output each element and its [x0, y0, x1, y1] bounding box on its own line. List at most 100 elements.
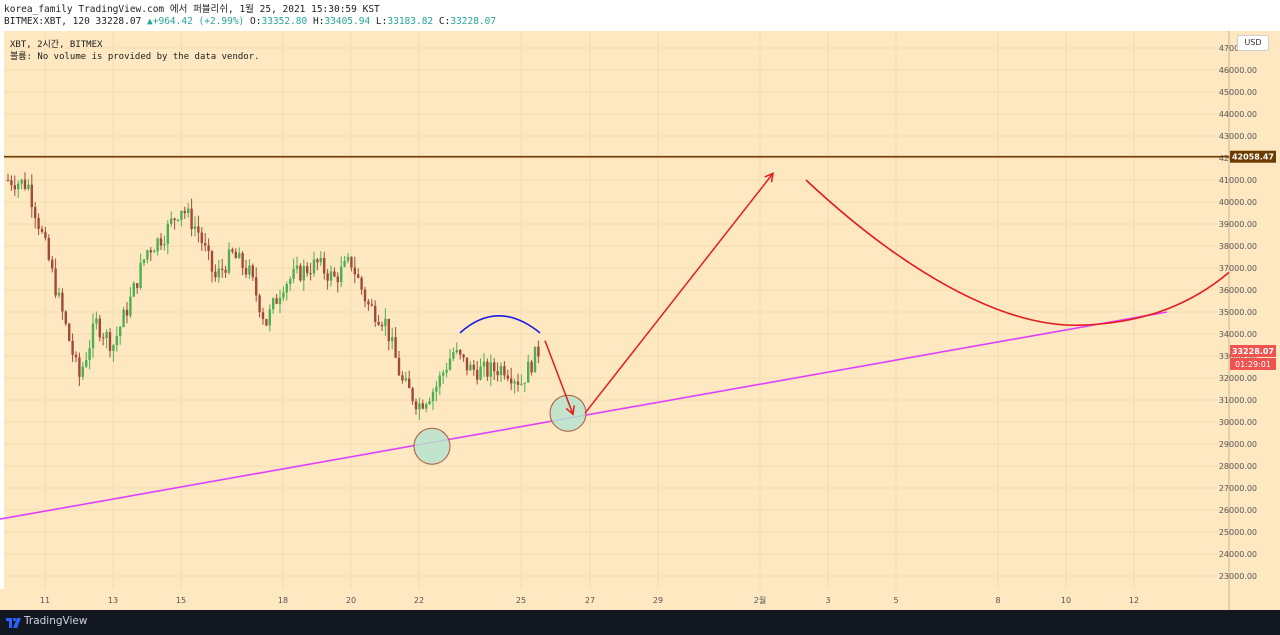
candle-body[interactable]	[68, 323, 71, 341]
candle-body[interactable]	[312, 259, 316, 274]
candle-body[interactable]	[159, 238, 163, 246]
candle-body[interactable]	[71, 340, 74, 355]
candle-body[interactable]	[81, 366, 84, 377]
candle-body[interactable]	[40, 228, 44, 232]
candle-body[interactable]	[170, 218, 173, 224]
candle-body[interactable]	[384, 318, 387, 327]
candle-body[interactable]	[10, 180, 13, 186]
candle-body[interactable]	[496, 371, 499, 376]
candle-body[interactable]	[421, 403, 424, 409]
highlight-circle[interactable]	[413, 427, 451, 465]
candle-body[interactable]	[91, 323, 95, 349]
candle-body[interactable]	[350, 256, 353, 268]
candle-body[interactable]	[17, 183, 20, 190]
candle-body[interactable]	[333, 271, 336, 277]
candle-body[interactable]	[459, 349, 462, 355]
candle-body[interactable]	[292, 268, 295, 279]
candle-body[interactable]	[306, 265, 309, 274]
candle-body[interactable]	[319, 257, 322, 263]
candle-body[interactable]	[455, 349, 458, 353]
candle-body[interactable]	[357, 274, 360, 278]
candle-body[interactable]	[163, 244, 166, 246]
candle-body[interactable]	[122, 309, 125, 327]
candle-body[interactable]	[374, 305, 377, 322]
candle-body[interactable]	[112, 345, 115, 351]
candle-body[interactable]	[469, 364, 472, 371]
candle-body[interactable]	[363, 289, 367, 302]
candle-body[interactable]	[197, 226, 200, 233]
candle-body[interactable]	[506, 375, 509, 379]
candle-body[interactable]	[176, 219, 180, 221]
candle-body[interactable]	[489, 362, 492, 377]
candle-body[interactable]	[435, 386, 438, 392]
candle-body[interactable]	[295, 265, 299, 269]
candle-body[interactable]	[299, 265, 302, 281]
candle-body[interactable]	[408, 378, 411, 389]
candle-body[interactable]	[238, 253, 241, 259]
candle-body[interactable]	[146, 250, 149, 260]
candle-body[interactable]	[88, 348, 91, 360]
candle-body[interactable]	[37, 217, 40, 229]
currency-badge[interactable]: USD	[1237, 35, 1269, 51]
candle-body[interactable]	[329, 271, 333, 281]
candle-body[interactable]	[204, 243, 207, 246]
candle-body[interactable]	[404, 378, 407, 381]
candle-body[interactable]	[452, 352, 455, 359]
candle-body[interactable]	[397, 357, 401, 376]
candle-body[interactable]	[214, 271, 217, 278]
candle-body[interactable]	[343, 260, 346, 267]
candle-body[interactable]	[448, 358, 452, 370]
candle-body[interactable]	[425, 403, 428, 409]
candle-body[interactable]	[23, 179, 27, 189]
candle-body[interactable]	[479, 366, 482, 380]
candle-body[interactable]	[465, 357, 469, 371]
candle-body[interactable]	[533, 346, 537, 373]
candle-body[interactable]	[129, 296, 132, 316]
tradingview-logo-icon[interactable]	[6, 616, 22, 628]
candle-body[interactable]	[353, 267, 356, 275]
candle-body[interactable]	[20, 179, 23, 184]
candle-body[interactable]	[115, 336, 118, 346]
candle-body[interactable]	[377, 321, 380, 325]
candle-body[interactable]	[51, 259, 54, 269]
candle-body[interactable]	[102, 337, 105, 339]
candle-body[interactable]	[234, 251, 237, 259]
candle-body[interactable]	[265, 319, 268, 326]
candle-body[interactable]	[537, 346, 540, 357]
candle-body[interactable]	[394, 337, 397, 358]
candle-body[interactable]	[244, 267, 248, 275]
candle-body[interactable]	[132, 283, 135, 297]
candle-body[interactable]	[57, 292, 61, 296]
candle-body[interactable]	[401, 375, 404, 381]
candle-body[interactable]	[258, 295, 261, 313]
footer-brand[interactable]: TradingView	[24, 615, 88, 627]
candle-body[interactable]	[272, 298, 275, 310]
candle-body[interactable]	[13, 185, 16, 190]
candle-body[interactable]	[54, 268, 57, 296]
candle-body[interactable]	[340, 266, 343, 283]
candle-body[interactable]	[85, 359, 88, 367]
candle-body[interactable]	[282, 292, 285, 298]
candle-body[interactable]	[74, 354, 78, 358]
candle-body[interactable]	[105, 332, 108, 338]
candle-body[interactable]	[187, 208, 190, 214]
candle-body[interactable]	[523, 382, 526, 384]
candle-body[interactable]	[125, 309, 129, 316]
candle-body[interactable]	[336, 276, 339, 283]
candle-body[interactable]	[183, 210, 186, 214]
candle-body[interactable]	[248, 265, 251, 275]
candle-body[interactable]	[207, 245, 210, 252]
candle-body[interactable]	[153, 251, 156, 253]
candle-body[interactable]	[442, 372, 445, 376]
candle-body[interactable]	[445, 369, 448, 373]
candle-body[interactable]	[6, 180, 10, 181]
candle-body[interactable]	[438, 375, 441, 387]
projected-curve[interactable]	[805, 179, 1230, 327]
candle-body[interactable]	[530, 361, 533, 373]
candle-body[interactable]	[391, 337, 394, 342]
candle-body[interactable]	[302, 265, 305, 281]
down-arrow[interactable]	[544, 340, 574, 415]
candle-body[interactable]	[180, 210, 183, 220]
candle-body[interactable]	[64, 311, 67, 324]
candle-body[interactable]	[527, 361, 530, 383]
